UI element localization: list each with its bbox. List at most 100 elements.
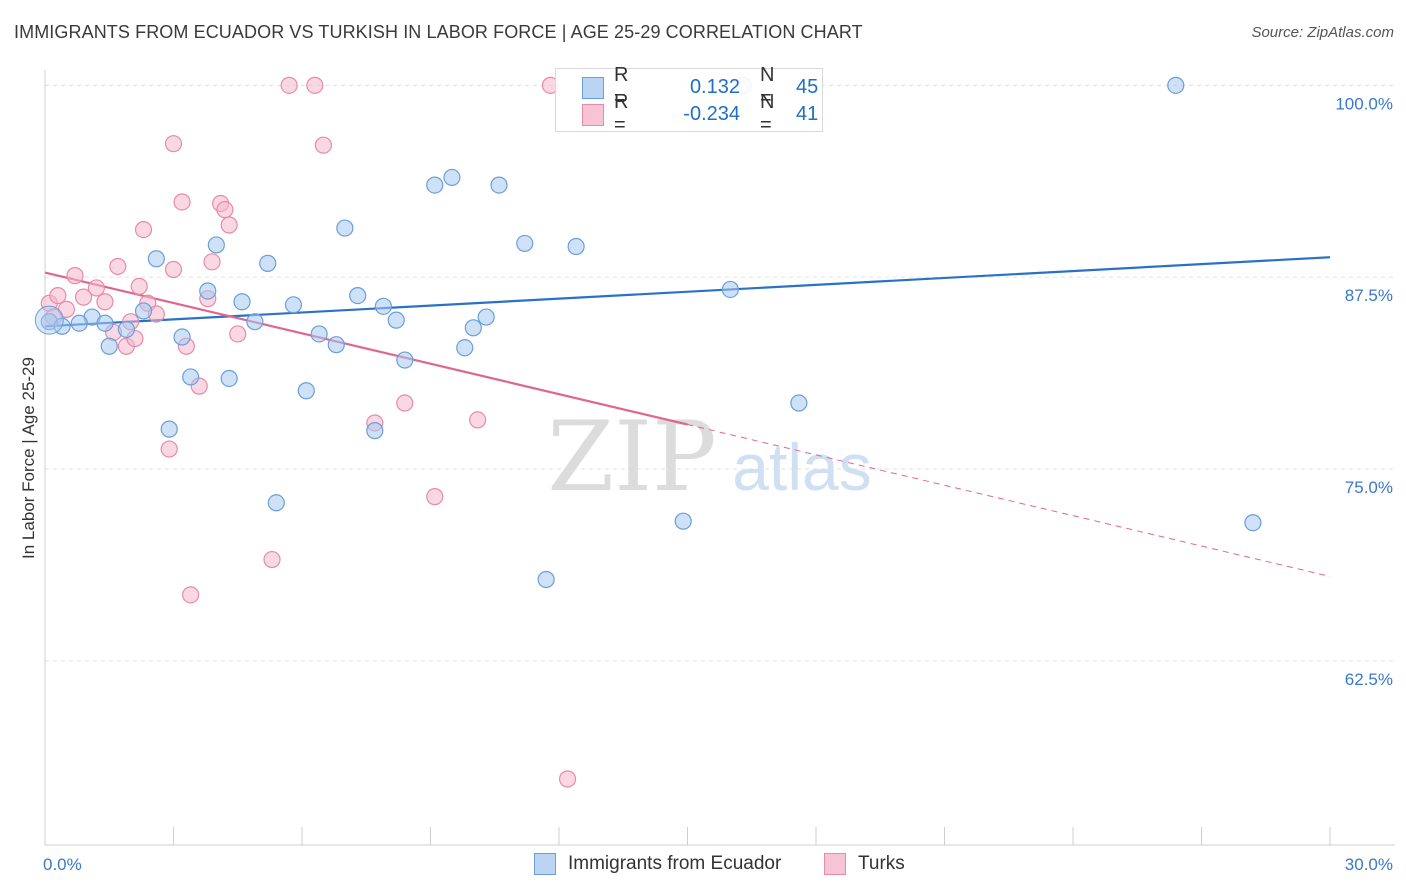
data-point-ecuador [374, 297, 392, 315]
y-tick-label: 100.0% [1335, 94, 1393, 113]
data-point-turks [314, 136, 333, 154]
data-point-turks [87, 279, 106, 297]
data-point-ecuador [790, 394, 808, 412]
data-point-turks [66, 267, 84, 285]
data-point-ecuador [284, 296, 303, 314]
data-point-ecuador [537, 570, 555, 589]
data-point-turks [306, 76, 324, 94]
watermark-atlas: atlas [732, 430, 871, 504]
data-point-ecuador [477, 308, 495, 326]
data-point-ecuador [147, 250, 165, 268]
data-point-ecuador [199, 282, 217, 300]
data-point-turks [134, 221, 153, 239]
legend-r-value: -0.234 [683, 102, 740, 125]
data-point-ecuador [220, 369, 238, 388]
x-tick-label-max: 30.0% [1345, 855, 1393, 874]
watermark-zip: ZIP [547, 401, 716, 513]
bottom-legend-ecuador: Immigrants from Ecuador [534, 852, 781, 876]
data-point-ecuador [100, 337, 118, 355]
data-point-ecuador [464, 319, 482, 337]
legend-n-label: N = [760, 64, 775, 109]
data-point-ecuador [259, 254, 277, 272]
legend-swatch-ecuador [582, 77, 604, 99]
data-point-ecuador [567, 237, 585, 256]
bottom-legend-turks: Turks [824, 852, 905, 876]
trend-line-turks-extension [687, 424, 1331, 577]
data-point-turks [558, 770, 577, 788]
data-point-ecuador [349, 286, 367, 305]
bottom-legend-label-ecuador: Immigrants from Ecuador [568, 853, 782, 874]
data-point-ecuador [182, 368, 200, 386]
data-point-turks [164, 135, 183, 153]
y-tick-label: 62.5% [1345, 670, 1393, 689]
data-point-turks [96, 293, 114, 311]
chart-title: IMMIGRANTS FROM ECUADOR VS TURKISH IN LA… [14, 22, 863, 42]
data-point-ecuador [674, 512, 692, 530]
legend-r-label: R = [614, 91, 629, 136]
legend-n-label: N = [760, 91, 775, 136]
legend-n-value: 41 [796, 102, 819, 125]
data-point-turks [216, 201, 234, 219]
data-point-turks [164, 260, 183, 279]
data-point-cluster [34, 305, 64, 335]
data-point-turks [130, 277, 148, 295]
bottom-legend-label-turks: Turks [858, 853, 905, 874]
data-point-ecuador [134, 302, 153, 320]
data-point-turks [173, 193, 191, 211]
legend-r-value: 0.132 [689, 75, 740, 98]
y-axis-label: In Labor Force | Age 25-29 [19, 357, 38, 559]
data-point-ecuador [207, 236, 225, 254]
source-label: Source: ZipAtlas.com [1251, 24, 1394, 41]
data-point-ecuador [297, 382, 315, 400]
data-point-ecuador [426, 176, 444, 194]
data-point-turks [469, 411, 487, 429]
data-point-ecuador [1167, 76, 1185, 94]
data-point-turks [160, 440, 178, 458]
data-point-ecuador [456, 339, 474, 357]
data-point-turks [49, 286, 67, 305]
grid [45, 84, 1395, 662]
data-point-ecuador [396, 351, 414, 369]
data-point-ecuador [1244, 514, 1262, 532]
data-point-ecuador [516, 234, 534, 253]
data-point-ecuador [173, 328, 191, 346]
data-point-turks [109, 257, 127, 276]
data-point-ecuador [310, 325, 328, 343]
data-point-ecuador [117, 320, 135, 338]
bottom-legend-swatch-turks [824, 853, 846, 875]
correlation-legend: R = 0.132 N = 45 R = -0.234 N = 41 [555, 64, 823, 136]
watermark: ZIP atlas [547, 401, 871, 513]
data-point-ecuador [327, 336, 345, 354]
data-point-ecuador [233, 293, 251, 311]
data-point-ecuador [70, 314, 88, 332]
data-point-ecuador [490, 176, 508, 194]
y-tick-label: 87.5% [1345, 286, 1393, 305]
bottom-legend-swatch-ecuador [534, 853, 556, 875]
data-point-ecuador [96, 314, 114, 332]
data-point-ecuador [387, 311, 405, 329]
data-point-ecuador [267, 494, 285, 512]
data-point-turks [182, 586, 200, 604]
y-tick-label: 75.0% [1345, 478, 1393, 497]
data-point-turks [396, 394, 414, 412]
data-point-turks [220, 216, 238, 234]
trend-line-ecuador [44, 256, 1331, 328]
data-point-ecuador [336, 219, 354, 237]
x-tick-label-min: 0.0% [43, 855, 82, 874]
legend-n-value: 45 [796, 75, 819, 98]
tick-labels: 100.0% 87.5% 75.0% 62.5% 0.0% 30.0% [43, 94, 1393, 874]
data-point-turks [280, 76, 298, 94]
data-point-turks [74, 288, 93, 306]
legend-r-label: R = [614, 64, 629, 109]
data-point-ecuador [366, 422, 384, 440]
axes [44, 70, 1395, 846]
data-point-ecuador [246, 313, 264, 331]
data-point-ecuador [160, 420, 178, 438]
data-point-turks [426, 488, 444, 506]
legend-swatch-turks [582, 104, 604, 126]
data-point-turks [203, 253, 221, 271]
data-point-ecuador [443, 168, 461, 187]
data-point-turks [263, 550, 281, 569]
data-point-ecuador [721, 280, 739, 299]
